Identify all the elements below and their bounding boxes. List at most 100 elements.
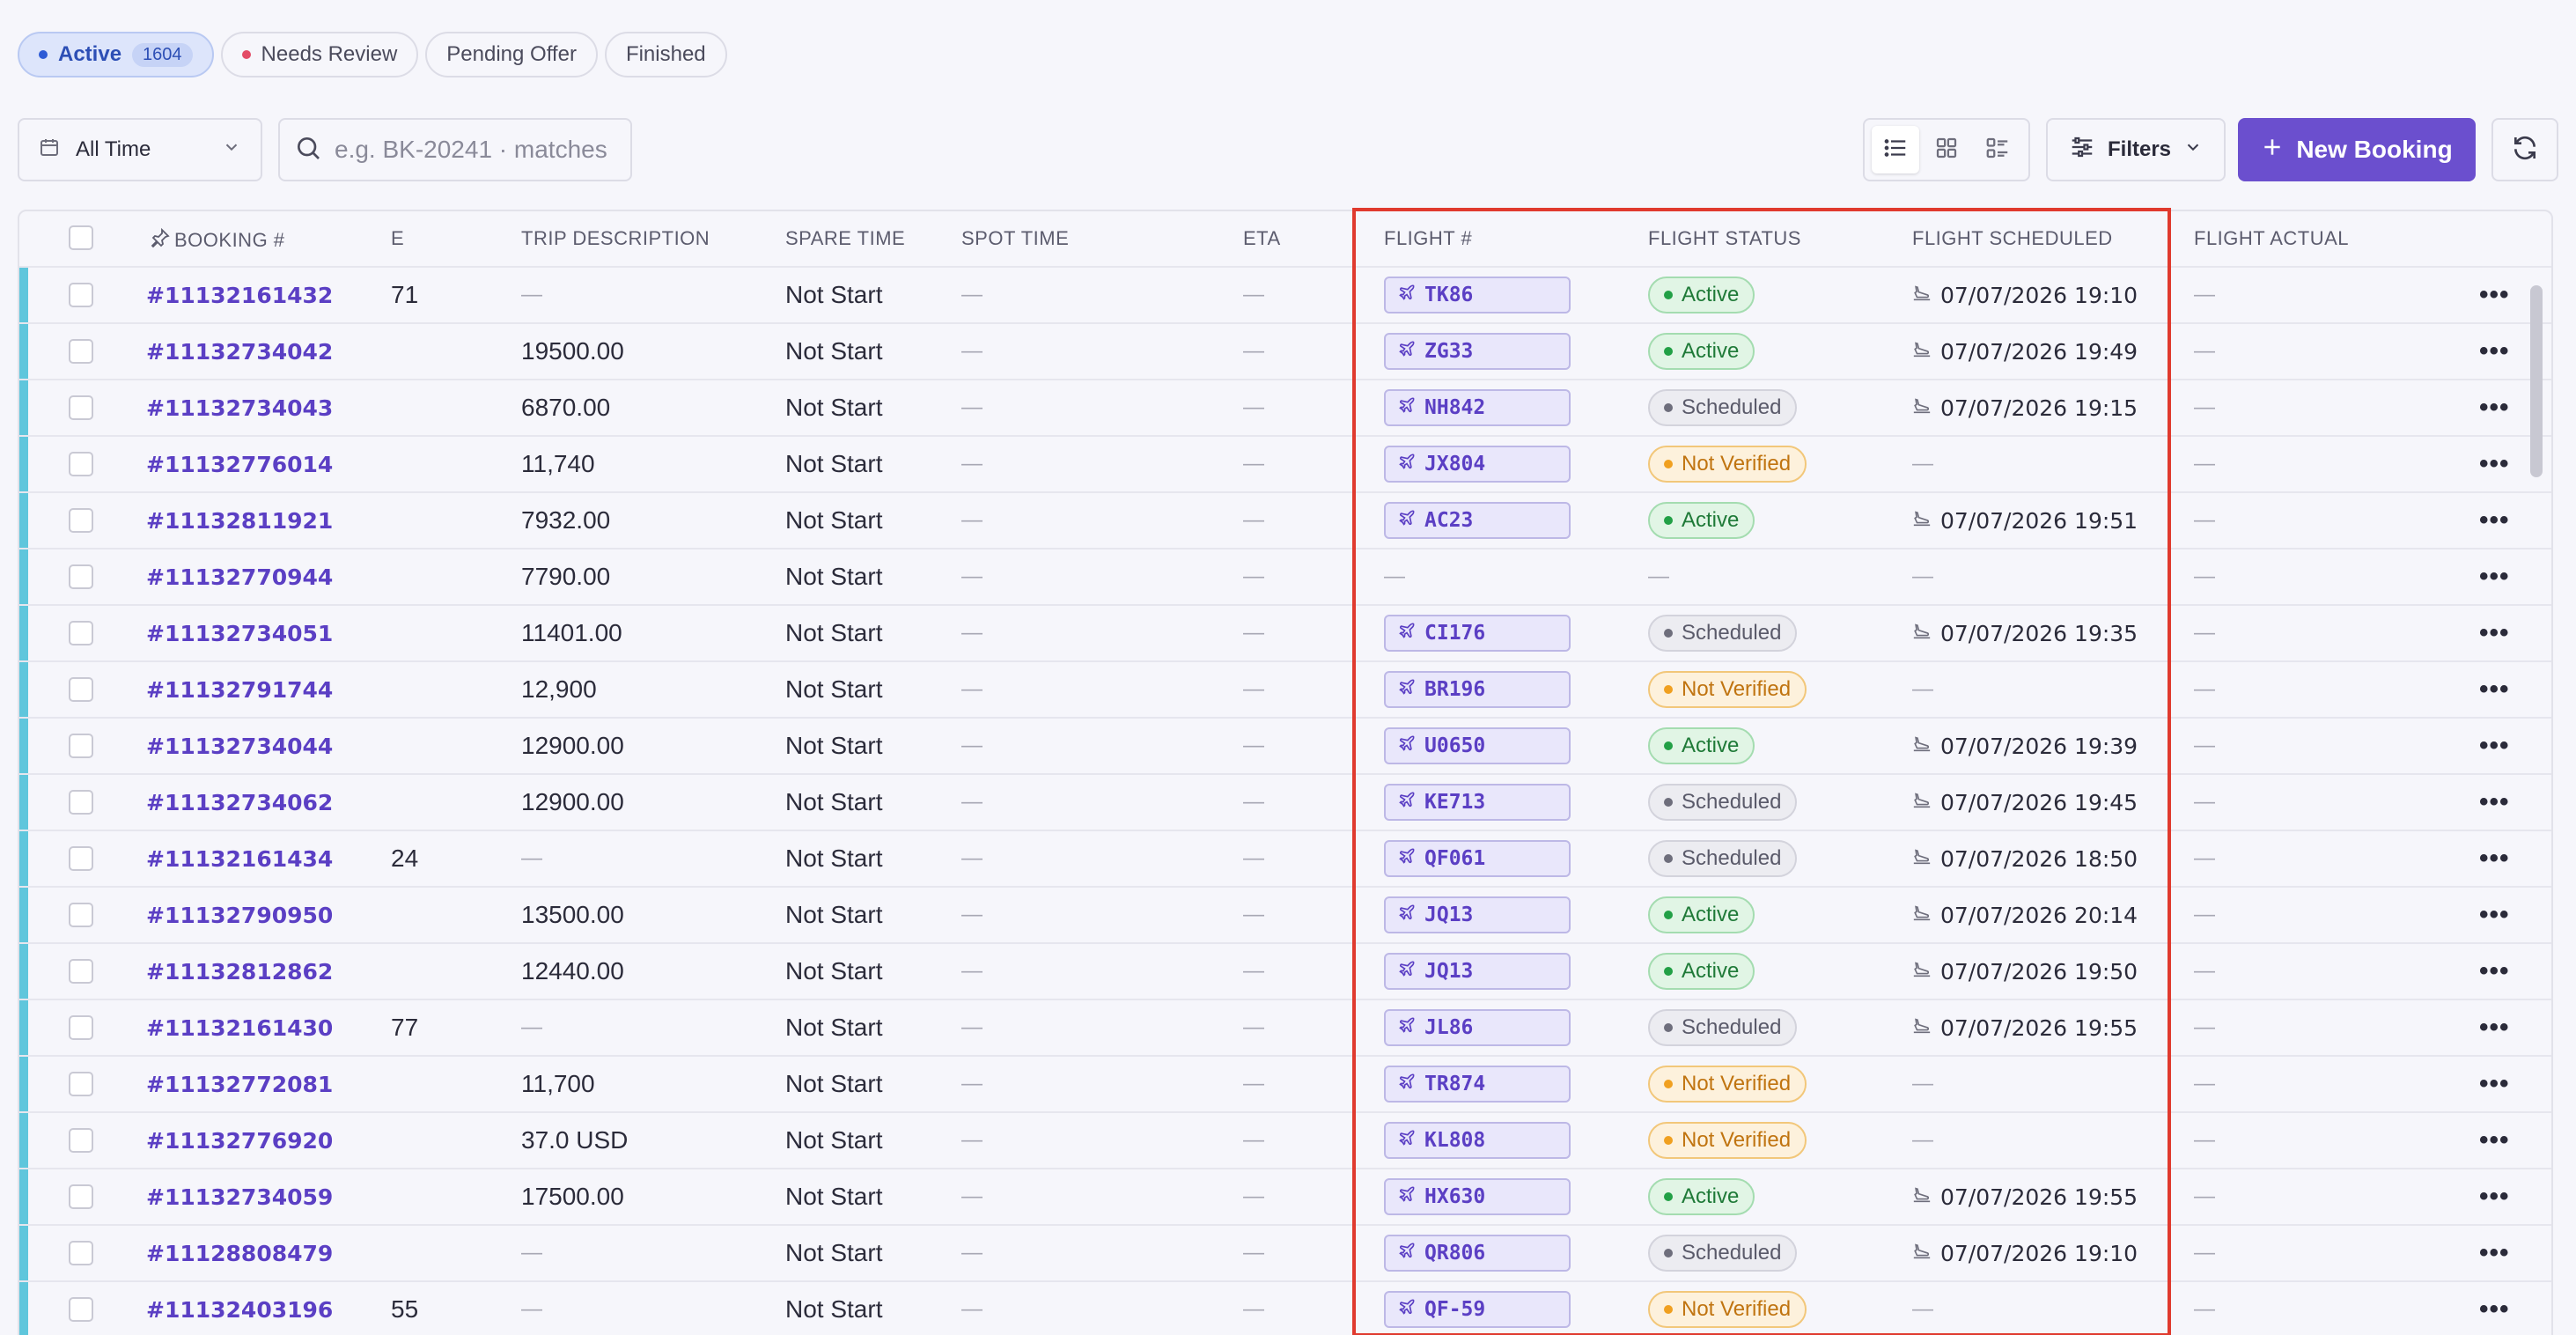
flight-number-chip[interactable]: AC23 (1384, 502, 1571, 539)
booking-link[interactable]: #11132776920 (146, 1127, 334, 1154)
row-checkbox[interactable] (69, 1113, 93, 1168)
column-header-flight-number[interactable]: FLIGHT # (1384, 227, 1473, 249)
row-checkbox[interactable] (69, 1000, 93, 1055)
flight-number-chip[interactable]: HX630 (1384, 1178, 1571, 1215)
booking-link[interactable]: #11132734051 (146, 620, 334, 646)
flight-number-chip[interactable]: JL86 (1384, 1009, 1571, 1046)
row-actions-button[interactable]: ••• (2479, 944, 2510, 999)
row-checkbox[interactable] (69, 324, 93, 379)
row-actions-button[interactable]: ••• (2479, 1226, 2510, 1280)
table-row[interactable]: #11132776920 37.0 USD Not Start — — KL808 Not … (19, 1111, 2551, 1168)
flight-number-chip[interactable]: KL808 (1384, 1122, 1571, 1159)
table-row[interactable]: #11132161430 77 — Not Start — — JL86 Scheduled 0… (19, 999, 2551, 1055)
flight-number-chip[interactable]: CI176 (1384, 615, 1571, 652)
flight-number-chip[interactable]: U0650 (1384, 727, 1571, 764)
row-actions-button[interactable]: ••• (2479, 549, 2510, 604)
new-booking-button[interactable]: New Booking (2238, 118, 2476, 181)
row-checkbox[interactable] (69, 944, 93, 999)
row-actions-button[interactable]: ••• (2479, 1113, 2510, 1168)
row-actions-button[interactable]: ••• (2479, 775, 2510, 830)
row-actions-button[interactable]: ••• (2479, 719, 2510, 773)
row-actions-button[interactable]: ••• (2479, 606, 2510, 660)
table-row[interactable]: #11132772081 11,700 Not Start — — TR874 Not Ve… (19, 1055, 2551, 1111)
row-actions-button[interactable]: ••• (2479, 662, 2510, 717)
column-header-eta[interactable]: ETA (1243, 227, 1281, 249)
booking-link[interactable]: #11132734062 (146, 789, 334, 815)
table-row[interactable]: #11132811921 7932.00 Not Start — — AC23 Active… (19, 491, 2551, 548)
row-checkbox[interactable] (69, 1057, 93, 1111)
booking-link[interactable]: #11132734043 (146, 395, 334, 421)
row-checkbox[interactable] (69, 1226, 93, 1280)
row-actions-button[interactable]: ••• (2479, 324, 2510, 379)
row-checkbox[interactable] (69, 1169, 93, 1224)
flight-number-chip[interactable]: JQ13 (1384, 953, 1571, 990)
tab-finished[interactable]: Finished (604, 32, 727, 77)
booking-link[interactable]: #11132776014 (146, 451, 334, 477)
row-checkbox[interactable] (69, 437, 93, 491)
flight-number-chip[interactable]: QF-59 (1384, 1291, 1571, 1328)
row-actions-button[interactable]: ••• (2479, 493, 2510, 548)
table-row[interactable]: #11128808479 — Not Start — — QR806 Scheduled 07… (19, 1224, 2551, 1280)
booking-link[interactable]: #11132772081 (146, 1071, 334, 1097)
table-row[interactable]: #11132734062 12900.00 Not Start — — KE713 Sche… (19, 773, 2551, 830)
flight-number-chip[interactable]: ZG33 (1384, 333, 1571, 370)
booking-link[interactable]: #11132403196 (146, 1296, 334, 1323)
booking-link[interactable]: #11132770944 (146, 564, 334, 590)
table-row[interactable]: #11132776014 11,740 Not Start — — JX804 Not Ve… (19, 435, 2551, 491)
row-actions-button[interactable]: ••• (2479, 1057, 2510, 1111)
booking-link[interactable]: #11132161432 (146, 282, 334, 308)
table-row[interactable]: #11132812862 12440.00 Not Start — — JQ13 Activ… (19, 942, 2551, 999)
column-header-spot-time[interactable]: SPOT TIME (961, 227, 1070, 249)
filters-button[interactable]: Filters (2046, 118, 2226, 181)
flight-number-chip[interactable]: TR874 (1384, 1066, 1571, 1103)
refresh-button[interactable] (2491, 118, 2558, 181)
row-actions-button[interactable]: ••• (2479, 437, 2510, 491)
row-actions-button[interactable]: ••• (2479, 1282, 2510, 1335)
tab-needs-review[interactable]: Needs Review (220, 32, 419, 77)
table-row[interactable]: #11132161432 71 — Not Start — — TK86 Active 07/0… (19, 266, 2551, 322)
row-actions-button[interactable]: ••• (2479, 268, 2510, 322)
row-actions-button[interactable]: ••• (2479, 831, 2510, 886)
row-checkbox[interactable] (69, 549, 93, 604)
table-row[interactable]: #11132734043 6870.00 Not Start — — NH842 Sched… (19, 379, 2551, 435)
booking-link[interactable]: #11132734059 (146, 1184, 334, 1210)
column-header-flight-status[interactable]: FLIGHT STATUS (1648, 227, 1801, 249)
row-actions-button[interactable]: ••• (2479, 1169, 2510, 1224)
booking-link[interactable]: #11132161430 (146, 1014, 334, 1041)
booking-link[interactable]: #11132791744 (146, 676, 334, 703)
row-actions-button[interactable]: ••• (2479, 888, 2510, 942)
flight-number-chip[interactable]: TK86 (1384, 277, 1571, 313)
date-range-select[interactable]: All Time (18, 118, 262, 181)
row-checkbox[interactable] (69, 662, 93, 717)
tab-pending-offer[interactable]: Pending Offer (425, 32, 598, 77)
table-row[interactable]: #11132161434 24 — Not Start — — QF061 Scheduled… (19, 830, 2551, 886)
booking-link[interactable]: #11132811921 (146, 507, 334, 534)
flight-number-chip[interactable]: JQ13 (1384, 896, 1571, 933)
row-checkbox[interactable] (69, 380, 93, 435)
booking-link[interactable]: #11132790950 (146, 902, 334, 928)
booking-link[interactable]: #11128808479 (146, 1240, 334, 1266)
flight-number-chip[interactable]: QF061 (1384, 840, 1571, 877)
row-actions-button[interactable]: ••• (2479, 380, 2510, 435)
select-all-checkbox[interactable] (69, 225, 93, 250)
flight-number-chip[interactable]: JX804 (1384, 446, 1571, 483)
tab-active[interactable]: Active 1604 (18, 32, 214, 77)
booking-link[interactable]: #11132734042 (146, 338, 334, 365)
booking-link[interactable]: #11132812862 (146, 958, 334, 985)
search-input[interactable] (335, 136, 625, 164)
booking-link[interactable]: #11132161434 (146, 845, 334, 872)
column-header-e[interactable]: E (391, 227, 405, 249)
flight-number-chip[interactable]: NH842 (1384, 389, 1571, 426)
row-checkbox[interactable] (69, 268, 93, 322)
row-actions-button[interactable]: ••• (2479, 1000, 2510, 1055)
table-row[interactable]: #11132790950 13500.00 Not Start — — JQ13 Activ… (19, 886, 2551, 942)
flight-number-chip[interactable]: BR196 (1384, 671, 1571, 708)
row-checkbox[interactable] (69, 888, 93, 942)
row-checkbox[interactable] (69, 606, 93, 660)
table-row[interactable]: #11132734051 11401.00 Not Start — — CI176 Sche… (19, 604, 2551, 660)
flight-number-chip[interactable]: QR806 (1384, 1235, 1571, 1272)
table-row[interactable]: #11132770944 7790.00 Not Start — — — — — — ••• (19, 548, 2551, 604)
row-checkbox[interactable] (69, 493, 93, 548)
table-row[interactable]: #11132403196 55 — Not Start — — QF-59 Not Verif… (19, 1280, 2551, 1335)
flight-number-chip[interactable]: KE713 (1384, 784, 1571, 821)
